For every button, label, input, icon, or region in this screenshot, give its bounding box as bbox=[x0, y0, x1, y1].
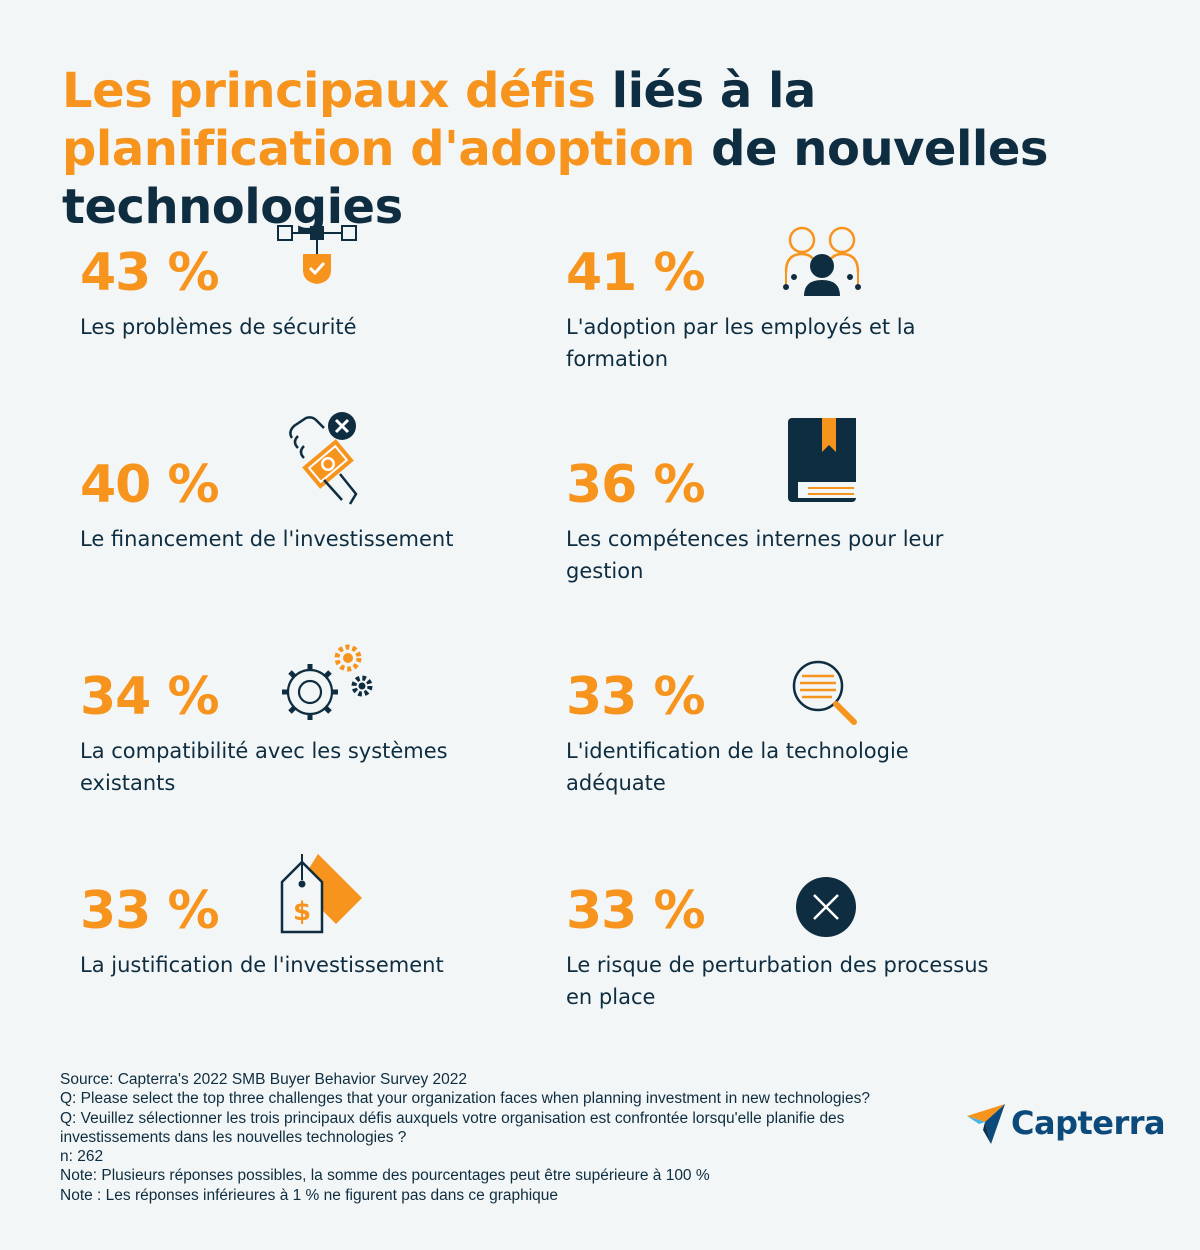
capterra-arrow-icon bbox=[967, 1104, 1005, 1144]
logo-text: Capterra bbox=[1011, 1104, 1166, 1142]
stat-percent: 34 % bbox=[80, 667, 220, 727]
security-shield-icon bbox=[277, 225, 357, 284]
footer-notes: Source: Capterra's 2022 SMB Buyer Behavi… bbox=[60, 1070, 950, 1205]
stat-percent: 43 % bbox=[80, 243, 220, 303]
stat-employee-adoption: 41 % L'adoption par les employés et la f… bbox=[566, 243, 1006, 375]
note-threshold: Note : Les réponses inférieures à 1 % ne… bbox=[60, 1186, 559, 1204]
stat-label: La compatibilité avec les systèmes exist… bbox=[80, 739, 448, 795]
svg-text:$: $ bbox=[293, 897, 311, 927]
stat-percent: 40 % bbox=[80, 455, 220, 515]
stat-percent: 41 % bbox=[566, 243, 706, 303]
book-icon bbox=[788, 418, 856, 502]
title-part-3: planification d'adoption bbox=[62, 121, 695, 177]
title-part-2: liés à la bbox=[595, 63, 817, 119]
stat-security: 43 % Les problèmes de sécurité bbox=[80, 243, 520, 343]
gears-icon bbox=[282, 644, 373, 720]
stat-label: L'adoption par les employés et la format… bbox=[566, 315, 916, 371]
capterra-logo: Capterra bbox=[965, 1100, 1166, 1146]
stat-label: L'identification de la technologie adéqu… bbox=[566, 739, 909, 795]
stat-percent: 33 % bbox=[566, 667, 706, 727]
price-tag-icon: $ bbox=[280, 854, 362, 934]
money-hand-icon bbox=[289, 412, 358, 505]
sample-size: n: 262 bbox=[60, 1148, 104, 1166]
stat-percent: 33 % bbox=[566, 881, 706, 941]
stat-process-disruption: 33 % Le risque de perturbation des proce… bbox=[566, 881, 1006, 1013]
magnifier-icon bbox=[792, 660, 857, 725]
note-multiple-answers: Note: Plusieurs réponses possibles, la s… bbox=[60, 1167, 710, 1185]
stat-percent: 36 % bbox=[566, 455, 706, 515]
question-fr: Q: Veuillez sélectionner les trois princ… bbox=[60, 1109, 845, 1146]
stat-compatibility: 34 % La compatibilité avec les systèmes … bbox=[80, 667, 520, 799]
source-note: Source: Capterra's 2022 SMB Buyer Behavi… bbox=[60, 1071, 468, 1088]
stat-percent: 33 % bbox=[80, 881, 220, 941]
stat-technology-identification: 33 % L'identification de la technologie … bbox=[566, 667, 1006, 799]
title-part-1: Les principaux défis bbox=[62, 63, 596, 119]
title-part-4: de nouvelles technologies bbox=[62, 121, 1048, 235]
stat-label: Les compétences internes pour leur gesti… bbox=[566, 527, 944, 583]
stat-label: La justification de l'investissement bbox=[80, 953, 444, 977]
stat-label: Le risque de perturbation des processus … bbox=[566, 953, 989, 1009]
stat-label: Les problèmes de sécurité bbox=[80, 315, 357, 339]
stat-financing: 40 % Le financement de l'investissement bbox=[80, 455, 520, 555]
stat-internal-skills: 36 % Les compétences internes pour leur … bbox=[566, 455, 1006, 587]
stat-justification: 33 % La justification de l'investissemen… bbox=[80, 881, 520, 981]
page-title: Les principaux défis liés à la planifica… bbox=[62, 62, 1162, 236]
close-circle-icon bbox=[796, 877, 856, 937]
question-en: Q: Please select the top three challenge… bbox=[60, 1090, 870, 1108]
stat-label: Le financement de l'investissement bbox=[80, 527, 454, 551]
employees-icon bbox=[783, 226, 861, 296]
